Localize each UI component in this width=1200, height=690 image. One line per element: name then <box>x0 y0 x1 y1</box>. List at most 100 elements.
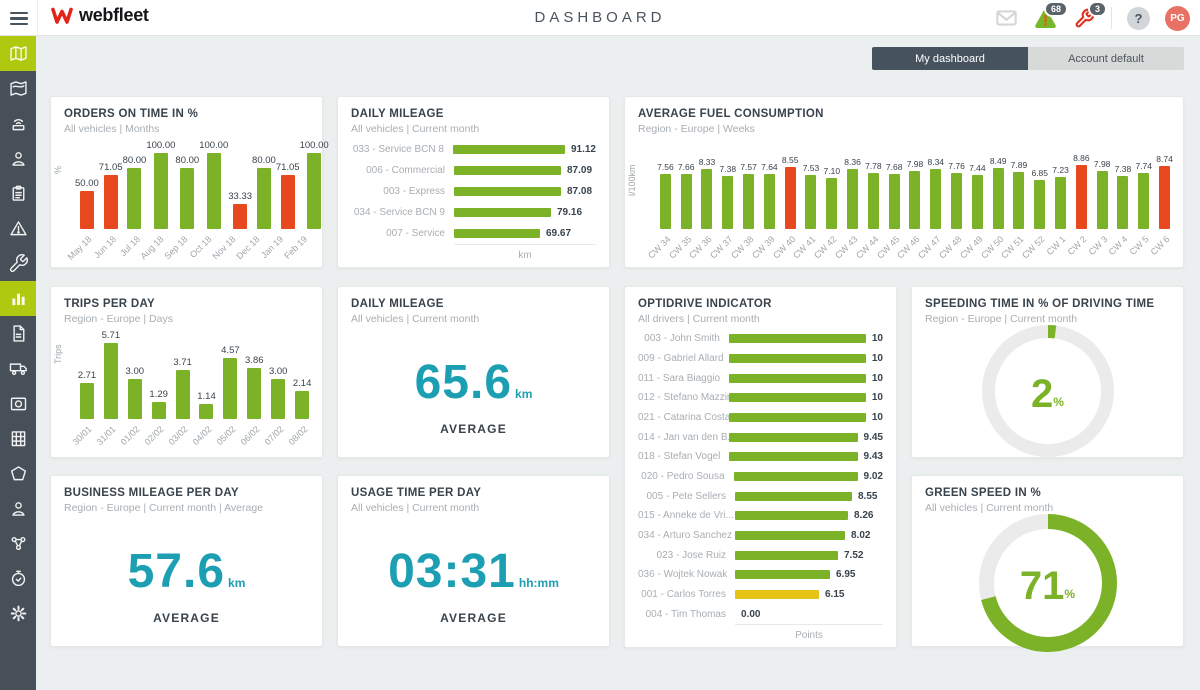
bar-value-label: 8.33 <box>698 157 716 167</box>
bar-value-label: 9.02 <box>863 470 883 482</box>
bar-chart: 7.56 7.66 8.33 7.38 7.57 7.64 8.55 7.53 7.10 8.36… <box>646 137 1175 263</box>
sidebar-item-orders[interactable] <box>0 176 36 211</box>
chart-row: 012 - Stefano Mazzini 10 <box>638 392 883 403</box>
bar-value-label: 9.43 <box>863 451 883 463</box>
bar-column: 1.14 <box>195 391 219 419</box>
bar <box>728 432 858 442</box>
bar <box>805 175 817 229</box>
chart-row: 015 - Anneke de Vri... 8.26 <box>638 510 883 521</box>
row-label: 009 - Gabriel Allard <box>638 352 724 364</box>
bar-value-label: 3.00 <box>268 366 288 377</box>
tab-my-dashboard[interactable]: My dashboard <box>872 47 1028 70</box>
bar-value-label: 100.00 <box>146 140 176 151</box>
sidebar-item-device[interactable] <box>0 106 36 141</box>
bar <box>1075 165 1087 229</box>
card-business-mileage[interactable]: BUSINESS MILEAGE PER DAY Region - Europe… <box>50 475 323 647</box>
messages-icon[interactable] <box>994 6 1018 30</box>
sidebar-item-map-routes[interactable] <box>0 71 36 106</box>
x-axis-tick: 30/01 <box>71 419 99 455</box>
bar-column: 7.57 <box>738 162 759 229</box>
kpi-unit: hh:mm <box>518 576 559 590</box>
card-subtitle: All vehicles | Current month <box>925 502 1054 514</box>
sidebar-item-service[interactable] <box>0 246 36 281</box>
sidebar-item-settings[interactable] <box>0 596 36 631</box>
bar-value-label: 69.67 <box>546 228 572 239</box>
bar <box>728 373 866 383</box>
row-label: 011 - Sara Biaggio <box>638 372 721 384</box>
sidebar-item-company[interactable] <box>0 421 36 456</box>
tab-account-default[interactable]: Account default <box>1028 47 1184 70</box>
sidebar-item-connections[interactable] <box>0 526 36 561</box>
kpi-caption: AVERAGE <box>440 611 507 625</box>
y-axis-label: Trips <box>53 343 63 364</box>
sidebar-item-camera[interactable] <box>0 386 36 421</box>
bar-value-label: 7.89 <box>1010 160 1028 170</box>
alerts-icon <box>9 221 27 236</box>
card-optidrive-indicator[interactable]: OPTIDRIVE INDICATOR All drivers | Curren… <box>624 286 897 648</box>
card-fuel-consumption[interactable]: AVERAGE FUEL CONSUMPTION Region - Europe… <box>624 96 1184 268</box>
bar-column: 8.34 <box>925 157 946 229</box>
chart-row: 006 - Commercial 87.09 <box>351 165 596 176</box>
sidebar-item-reports[interactable] <box>0 281 36 316</box>
bar <box>743 174 755 229</box>
card-daily-mileage-chart[interactable]: DAILY MILEAGE All vehicles | Current mon… <box>337 96 610 268</box>
bar-value-label: 71.05 <box>98 162 123 173</box>
hamburger-menu-icon[interactable] <box>10 9 30 27</box>
x-axis-tick: Sep 18 <box>162 229 195 265</box>
x-axis-label: 31/01 <box>94 424 118 448</box>
card-green-speed[interactable]: GREEN SPEED IN % All vehicles | Current … <box>911 475 1184 652</box>
bar <box>728 452 858 462</box>
bar <box>735 589 819 599</box>
maintenance-icon[interactable]: 3 <box>1072 1 1107 30</box>
bar-value-label: 3.00 <box>125 366 145 377</box>
help-button[interactable]: ? <box>1127 6 1150 30</box>
bar-column: 2.71 <box>75 370 99 419</box>
sidebar-item-map[interactable] <box>0 36 36 71</box>
sidebar-item-pdf-report[interactable] <box>0 316 36 351</box>
card-trips-per-day[interactable]: TRIPS PER DAY Region - Europe | Days Tri… <box>50 286 323 458</box>
sidebar-item-users[interactable] <box>0 491 36 526</box>
x-axis-label: 07/02 <box>262 424 286 448</box>
sidebar-item-driver[interactable] <box>0 141 36 176</box>
bar <box>454 187 561 196</box>
sidebar-item-alerts[interactable] <box>0 211 36 246</box>
row-label: 033 - Service BCN 8 <box>352 144 444 155</box>
map-routes-icon <box>9 81 27 96</box>
bar-column: 7.76 <box>946 161 967 229</box>
card-title: BUSINESS MILEAGE PER DAY <box>64 487 239 499</box>
bar <box>223 358 238 419</box>
bar-value-label: 7.78 <box>865 161 882 171</box>
bar-column: 2.14 <box>290 378 314 419</box>
x-axis-label: 05/02 <box>214 424 238 448</box>
bar <box>1096 171 1108 229</box>
user-avatar[interactable]: PG <box>1165 5 1190 31</box>
card-speeding-time[interactable]: SPEEDING TIME IN % OF DRIVING TIME Regio… <box>911 286 1184 458</box>
dashboard-tabs: My dashboard Account default <box>872 47 1184 70</box>
card-daily-mileage-average[interactable]: DAILY MILEAGE All vehicles | Current mon… <box>337 286 610 458</box>
card-orders-on-time[interactable]: ORDERS ON TIME IN % All vehicles | Month… <box>50 96 329 268</box>
bar <box>951 173 963 229</box>
alerts-notification-icon[interactable]: 68 <box>1033 1 1068 30</box>
row-label: 021 - Catarina Costa <box>638 411 729 423</box>
bar <box>847 169 859 229</box>
bar-column: 80.00 <box>123 155 146 229</box>
bar-value-label: 79.16 <box>557 207 583 218</box>
sidebar-item-timer[interactable] <box>0 561 36 596</box>
page-title: DASHBOARD <box>534 9 666 26</box>
row-label: 005 - Pete Sellers <box>646 490 727 502</box>
bar-column: 7.56 <box>655 162 676 229</box>
bar <box>728 412 866 422</box>
bar-value-label: 0.00 <box>741 608 761 620</box>
donut-chart: 71% <box>912 514 1183 657</box>
x-axis-tick: Dec 18 <box>234 229 266 265</box>
sidebar-item-areas[interactable] <box>0 456 36 491</box>
sidebar-item-vehicles[interactable] <box>0 351 36 386</box>
bar <box>454 166 561 175</box>
bar <box>79 191 94 229</box>
row-label: 023 - Jose Ruiz <box>656 549 726 561</box>
card-usage-time[interactable]: USAGE TIME PER DAY All vehicles | Curren… <box>337 475 610 647</box>
bar-column: 8.86 <box>1071 153 1092 229</box>
bar-value-label: 33.33 <box>228 191 253 202</box>
webfleet-logo: webfleet <box>50 5 149 26</box>
kpi-unit: km <box>228 576 246 590</box>
